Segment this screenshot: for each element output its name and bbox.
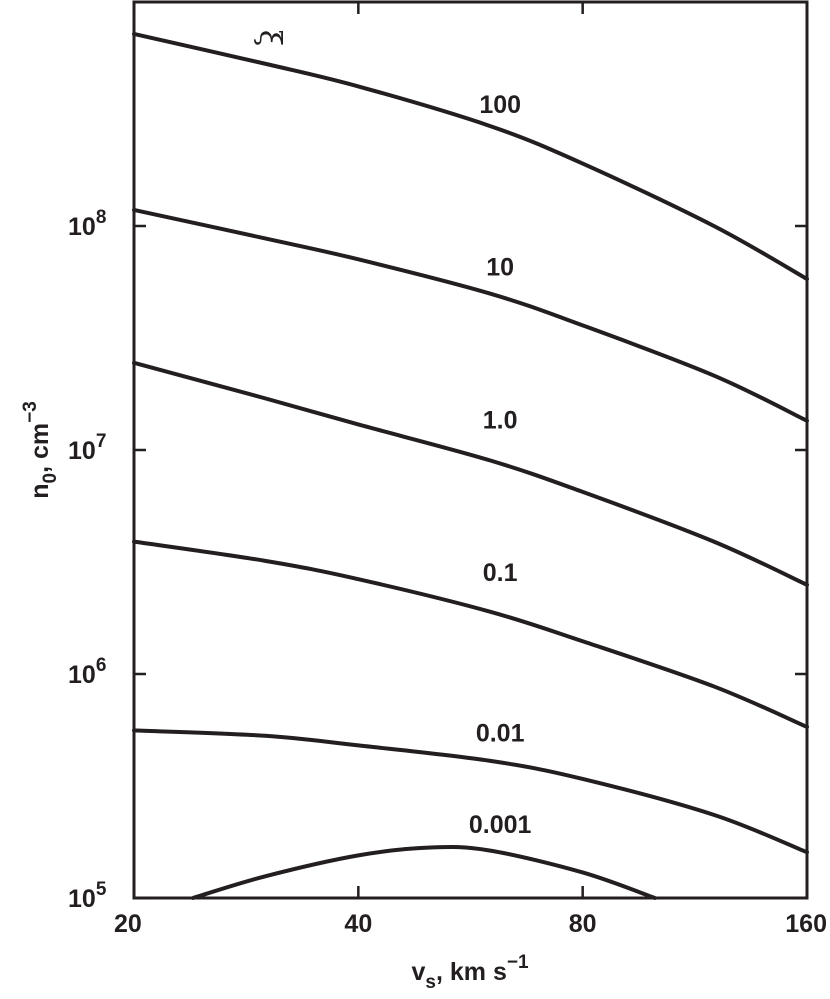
plot-frame — [132, 0, 809, 900]
y-axis-title-rest: , cm — [26, 423, 54, 473]
y-tick-label-base: 10 — [68, 213, 96, 241]
curve-label: 0.1 — [483, 559, 518, 587]
x-tick-label: 80 — [569, 910, 597, 938]
curve-label: 1.0 — [483, 406, 518, 434]
y-tick-label-exponent: 8 — [96, 207, 107, 228]
y-tick-label-base: 10 — [68, 885, 96, 913]
curve-labels: 100 10 1.0 0.1 0.01 0.001 — [469, 91, 532, 839]
x-axis-title-rest: , km s — [436, 958, 507, 986]
y-axis-title-superscript: −3 — [20, 401, 41, 423]
curve-xi-10 — [132, 207, 809, 423]
curve-xi-1_0 — [132, 360, 809, 587]
y-tick-label-exponent: 5 — [96, 879, 107, 900]
y-tick-label-exponent: 6 — [96, 655, 107, 676]
curve-xi-0_1 — [132, 539, 809, 729]
x-axis-title-superscript: −1 — [507, 952, 529, 973]
y-tick-label-base: 10 — [68, 437, 96, 465]
x-tick-label: 40 — [344, 910, 372, 938]
curve-label: 10 — [486, 254, 514, 282]
curve-xi-0_01 — [132, 728, 809, 855]
x-tick-label: 20 — [114, 910, 142, 938]
y-tick-label-exponent: 7 — [96, 431, 107, 452]
curve-label: 0.01 — [476, 719, 525, 747]
curve-xi-100 — [132, 31, 809, 281]
x-tick-label: 160 — [785, 910, 827, 938]
x-axis-title-main: v — [411, 958, 425, 986]
y-tick-label: 105 — [68, 879, 107, 913]
y-tick-label-base: 10 — [68, 661, 96, 689]
y-axis-title: n0, cm−3 — [20, 401, 61, 499]
y-tick-label: 107 — [68, 431, 106, 465]
curve-label: 100 — [479, 91, 521, 119]
y-tick-label: 106 — [68, 655, 106, 689]
y-tick-label: 108 — [68, 207, 106, 241]
x-axis-title-subscript: s — [425, 972, 436, 993]
y-axis-title-main: n — [26, 484, 54, 499]
parameter-label-xi: ξ — [252, 30, 287, 47]
curve-label: 0.001 — [469, 811, 532, 839]
curve-xi-0_001 — [191, 845, 657, 900]
x-axis-title: vs, km s−1 — [411, 952, 528, 993]
tick-marks — [132, 2, 809, 900]
y-axis-title-subscript: 0 — [40, 473, 61, 484]
curves — [132, 31, 809, 900]
